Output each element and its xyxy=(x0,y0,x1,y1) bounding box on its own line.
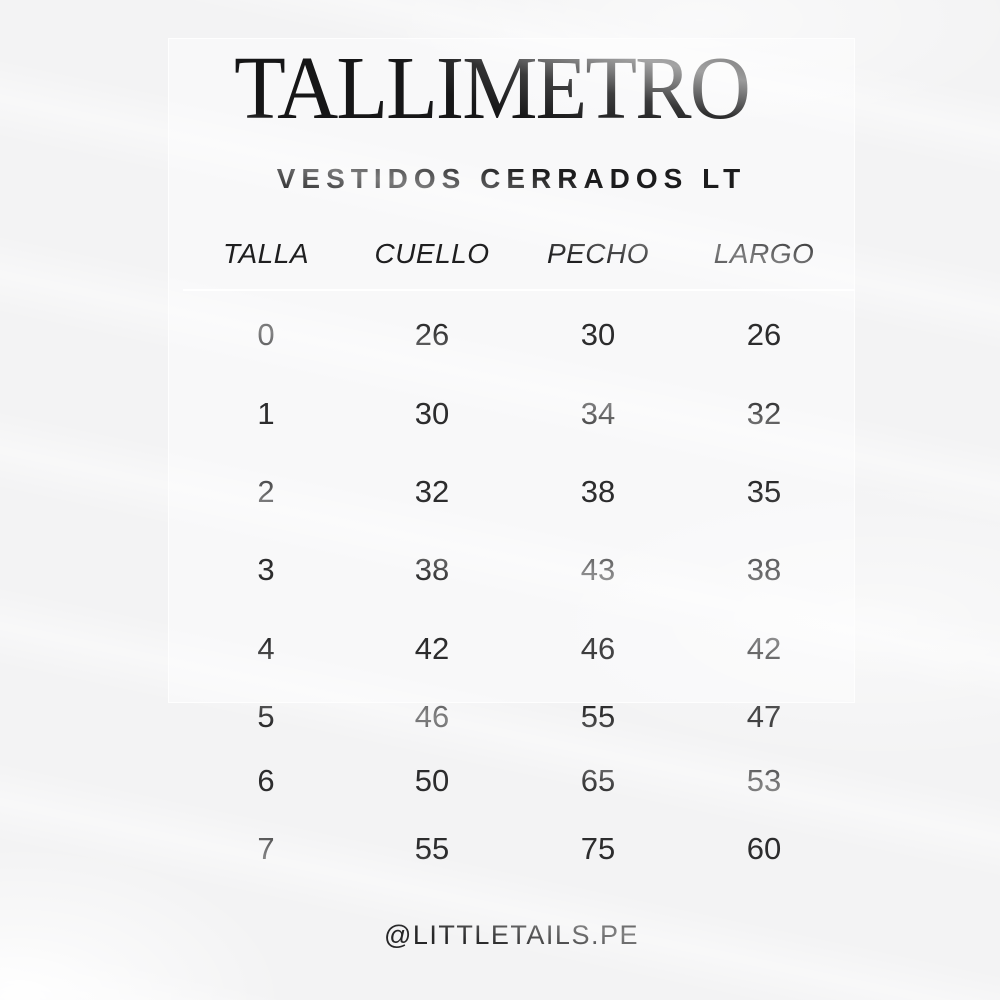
cell-talla: 5 xyxy=(257,699,275,734)
cell-cuello: 42 xyxy=(414,630,450,666)
cell-pecho: 65 xyxy=(580,762,616,798)
table-row: 7 55 75 60 xyxy=(183,815,847,883)
table-row: 2 32 38 35 xyxy=(183,453,847,531)
cell-pecho: 55 xyxy=(580,699,616,734)
cell-talla: 0 xyxy=(257,317,275,352)
cell-largo: 26 xyxy=(746,317,782,352)
column-header-cuello: CUELLO xyxy=(374,238,490,269)
cell-pecho: 30 xyxy=(580,317,616,352)
cell-cuello: 26 xyxy=(414,317,450,352)
cell-largo: 32 xyxy=(746,395,782,431)
cell-talla: 7 xyxy=(257,831,275,866)
cell-cuello: 38 xyxy=(414,552,450,587)
cell-largo: 60 xyxy=(746,831,782,866)
cell-cuello: 50 xyxy=(414,762,450,798)
page-subtitle: VESTIDOS CERRADOS LT xyxy=(276,163,747,194)
footer-handle: @LITTLETAILS.PE xyxy=(384,920,639,950)
cell-talla: 4 xyxy=(257,630,275,666)
cell-largo: 38 xyxy=(746,552,782,587)
column-header-talla: TALLA xyxy=(222,238,310,269)
cell-largo: 53 xyxy=(746,762,782,798)
table-row: 3 38 43 38 xyxy=(183,531,847,609)
cell-talla: 1 xyxy=(257,395,275,431)
page-title: TALLIMETRO xyxy=(234,39,751,138)
cell-cuello: 30 xyxy=(414,395,450,431)
cell-cuello: 46 xyxy=(414,699,450,734)
column-header-largo: LARGO xyxy=(713,238,815,269)
cell-largo: 47 xyxy=(746,699,782,734)
cell-pecho: 38 xyxy=(580,474,616,509)
cell-largo: 42 xyxy=(746,630,782,666)
column-header-pecho: PECHO xyxy=(546,238,650,269)
table-header-row: TALLA CUELLO PECHO LARGO xyxy=(183,238,847,270)
table-row: 1 30 34 32 xyxy=(183,374,847,453)
table-row: 0 26 30 26 xyxy=(183,296,847,374)
table-row: 4 42 46 42 xyxy=(183,609,847,688)
cell-talla: 2 xyxy=(257,474,275,509)
cell-largo: 35 xyxy=(746,474,782,509)
table-row: 5 46 55 47 xyxy=(183,688,847,746)
size-table: 0 26 30 26 1 30 34 32 2 32 38 35 3 38 43… xyxy=(183,296,847,883)
cell-cuello: 32 xyxy=(414,474,450,509)
cell-pecho: 46 xyxy=(580,630,616,666)
cell-cuello: 55 xyxy=(414,831,450,866)
cell-pecho: 34 xyxy=(580,395,616,431)
cell-pecho: 75 xyxy=(580,831,616,866)
cell-pecho: 43 xyxy=(580,552,616,587)
cell-talla: 3 xyxy=(257,552,275,587)
cell-talla: 6 xyxy=(257,762,275,798)
table-row: 6 50 65 53 xyxy=(183,746,847,815)
header-divider-line xyxy=(183,289,855,291)
